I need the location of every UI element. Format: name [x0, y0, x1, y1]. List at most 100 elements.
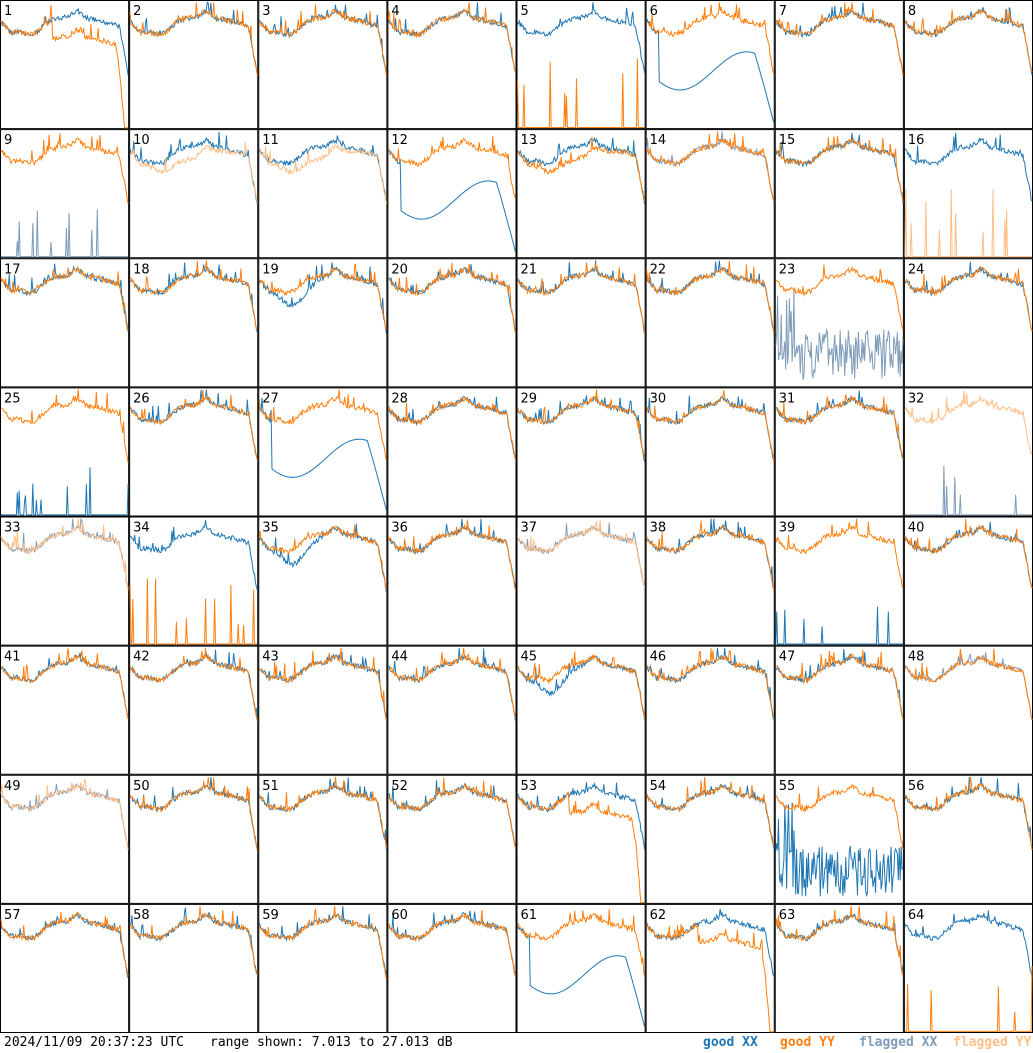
panel-label: 27 [262, 391, 279, 406]
panel-label: 13 [521, 133, 538, 148]
panel-border [387, 774, 517, 904]
panel-label: 36 [391, 521, 408, 536]
panel-border [387, 903, 517, 1033]
panel-label: 51 [262, 779, 279, 794]
series-yy [258, 389, 387, 462]
series-yy [387, 519, 516, 590]
series-xx [258, 523, 387, 593]
series-yy [904, 518, 1033, 589]
panel-border [645, 129, 775, 259]
series-yy [388, 262, 516, 334]
series-yy [775, 518, 904, 589]
series-xx [387, 2, 516, 72]
series-yy [0, 266, 129, 331]
series-xx [388, 149, 516, 253]
series-yy [0, 648, 129, 720]
series-xx [775, 802, 904, 898]
panel-label: 9 [4, 133, 12, 148]
series-yy [129, 389, 258, 460]
series-yy [258, 906, 387, 980]
series-yy [517, 791, 645, 904]
series-xx [775, 648, 904, 718]
series-xx [129, 262, 258, 333]
panel-border [774, 258, 904, 388]
series-xx [258, 262, 387, 334]
series-xx [517, 926, 646, 1027]
panel-label: 43 [262, 650, 279, 665]
panel-61: 61 [516, 903, 646, 1033]
panel-label: 29 [521, 391, 538, 406]
series-yy [129, 2, 258, 76]
legend-flagged-xx: flagged XX [859, 1035, 938, 1050]
panel-label: 28 [391, 391, 408, 406]
panel-border [645, 903, 775, 1033]
panel-border [0, 129, 130, 259]
series-yy [517, 519, 646, 589]
series-yy [517, 909, 646, 977]
panel-22: 22 [645, 258, 775, 388]
series-xx [775, 606, 903, 645]
series-yy [388, 647, 516, 719]
panel-7: 7 [774, 0, 904, 130]
panel-border [903, 387, 1033, 517]
series-yy [517, 389, 646, 459]
panel-17: 17 [0, 258, 130, 388]
panel-border [258, 774, 388, 904]
panel-border [516, 258, 646, 388]
panel-border [774, 516, 904, 646]
panel-5: 5 [516, 0, 646, 130]
series-yy [904, 648, 1033, 720]
panel-label: 3 [262, 4, 270, 19]
series-yy [129, 260, 258, 331]
panel-label: 42 [133, 650, 150, 665]
panel-border [387, 0, 517, 130]
panel-border [0, 645, 130, 775]
series-yy [646, 520, 775, 590]
panel-border [774, 129, 904, 259]
panel-label: 35 [262, 521, 279, 536]
series-yy [517, 651, 646, 719]
series-xx [129, 1, 258, 75]
series-yy [129, 578, 258, 645]
series-xx [258, 777, 387, 851]
series-yy [259, 776, 387, 848]
legend-flagged-yy: flagged YY [953, 1035, 1032, 1050]
panel-label: 38 [650, 521, 667, 536]
legend-good-yy: good YY [780, 1035, 835, 1050]
panel-label: 60 [391, 908, 408, 923]
panel-border [387, 516, 517, 646]
panel-border [387, 387, 517, 517]
panel-26: 26 [129, 387, 259, 517]
series-xx [646, 18, 775, 123]
panel-border [774, 774, 904, 904]
series-yy [775, 783, 904, 850]
series-xx [388, 518, 516, 589]
panel-label: 6 [650, 4, 658, 19]
panel-border [645, 0, 775, 130]
series-yy [775, 649, 904, 719]
panel-label: 26 [133, 391, 150, 406]
panel-41: 41 [0, 645, 130, 775]
panel-12: 12 [387, 129, 517, 259]
panel-label: 16 [908, 133, 925, 148]
panel-label: 50 [133, 779, 150, 794]
panel-border [258, 258, 388, 388]
panel-58: 58 [129, 903, 259, 1033]
series-xx [258, 397, 387, 511]
series-yy [517, 262, 646, 334]
panel-label: 4 [391, 4, 399, 19]
series-xx [904, 910, 1033, 979]
panel-border [258, 129, 388, 259]
panel-label: 19 [262, 262, 279, 277]
panel-34: 34 [129, 516, 259, 646]
panel-56: 56 [903, 774, 1033, 904]
panel-8: 8 [903, 0, 1033, 130]
panel-label: 58 [133, 908, 150, 923]
panel-label: 62 [650, 908, 667, 923]
series-yy [387, 909, 516, 977]
panel-13: 13 [516, 129, 646, 259]
panel-4: 4 [387, 0, 517, 130]
panel-16: 16 [903, 129, 1033, 259]
series-yy [646, 776, 775, 847]
series-yy [129, 906, 258, 976]
